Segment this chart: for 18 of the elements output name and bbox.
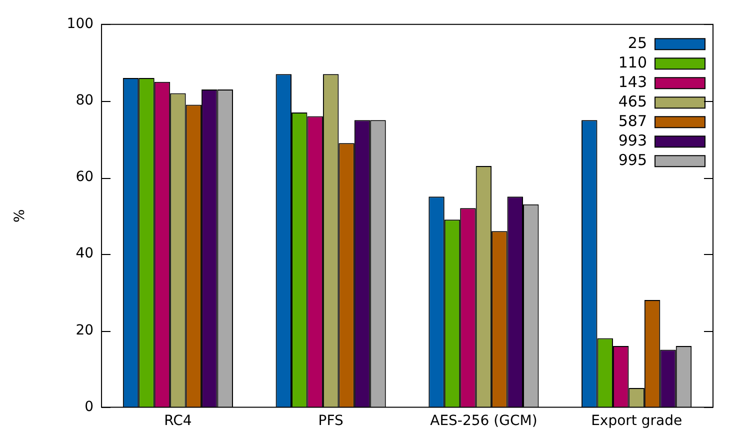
y-tick-label: 20 — [76, 322, 94, 338]
x-tick-label: AES-256 (GCM) — [430, 413, 538, 430]
legend-label: 110 — [618, 54, 647, 72]
legend-label: 465 — [618, 92, 647, 111]
legend-label: 25 — [628, 34, 647, 52]
x-tick-label: PFS — [318, 413, 344, 430]
legend-label: 587 — [618, 112, 647, 130]
y-axis-title: % — [12, 209, 28, 222]
y-tick-label: 60 — [76, 169, 94, 186]
x-tick-label: RC4 — [164, 413, 192, 430]
y-tick-label: 80 — [76, 92, 94, 109]
x-tick-label: Export grade — [591, 413, 682, 430]
y-tick-label: 0 — [84, 398, 94, 415]
legend-label: 995 — [618, 151, 647, 170]
legend-label: 993 — [618, 132, 647, 150]
y-tick-label: 40 — [76, 246, 94, 262]
legend-label: 143 — [618, 73, 647, 92]
y-tick-label: 100 — [66, 16, 94, 32]
